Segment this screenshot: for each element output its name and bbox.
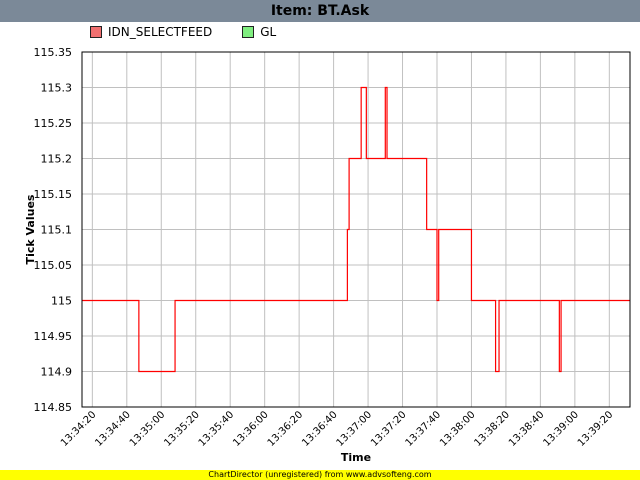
y-tick-label: 114.85 — [34, 401, 73, 414]
x-tick-label: 13:39:00 — [541, 409, 581, 449]
y-tick-label: 115.2 — [41, 153, 73, 166]
y-tick-label: 115.25 — [34, 117, 73, 130]
plot-border — [81, 51, 631, 408]
x-tick-label: 13:37:00 — [335, 409, 375, 449]
y-tick-label: 115 — [51, 295, 72, 308]
y-axis-label: Tick Values — [24, 194, 37, 264]
series-line-idn-selectfeed — [82, 86, 630, 373]
x-axis-label: Time — [341, 451, 371, 464]
x-tick-label: 13:35:20 — [162, 409, 202, 449]
x-tick-label: 13:34:20 — [59, 409, 99, 449]
x-tick-label: 13:37:40 — [404, 409, 444, 449]
x-tick-label: 13:38:20 — [473, 409, 513, 449]
y-tick-label: 115.35 — [34, 46, 73, 59]
y-tick-label: 115.15 — [34, 188, 73, 201]
legend-swatch-idn-selectfeed — [90, 26, 102, 38]
y-tick-label: 114.95 — [34, 330, 73, 343]
y-tick-label: 115.1 — [41, 224, 73, 237]
x-tick-label: 13:38:40 — [507, 409, 547, 449]
chart-plot: 115.35 115.3 115.25 115.2 115.15 115.1 115.05 1… — [24, 46, 631, 464]
chart-title: Item: BT.Ask — [0, 0, 640, 22]
legend-label-gl: GL — [260, 25, 277, 39]
x-tick-label: 13:34:40 — [93, 409, 133, 449]
x-tick-label: 13:38:00 — [438, 409, 478, 449]
x-tick-label: 13:36:00 — [231, 409, 271, 449]
x-tick-label: 13:36:20 — [266, 409, 306, 449]
legend-item-idn-selectfeed: IDN_SELECTFEED — [90, 25, 212, 39]
legend: IDN_SELECTFEED GL — [90, 25, 306, 39]
y-tick-label: 114.9 — [41, 366, 73, 379]
legend-swatch-gl — [242, 26, 255, 38]
x-tick-label: 13:36:40 — [300, 409, 340, 449]
y-tick-label: 115.3 — [41, 82, 73, 95]
legend-label-idn-selectfeed: IDN_SELECTFEED — [108, 25, 213, 39]
legend-item-gl: GL — [242, 25, 276, 39]
x-tick-label: 13:37:20 — [369, 409, 409, 449]
y-tick-label: 115.05 — [34, 259, 73, 272]
x-tick-label: 13:39:20 — [576, 409, 616, 449]
x-tick-label: 13:35:40 — [197, 409, 237, 449]
x-tick-label: 13:35:00 — [128, 409, 168, 449]
footer-watermark: ChartDirector (unregistered) from www.ad… — [0, 470, 640, 480]
